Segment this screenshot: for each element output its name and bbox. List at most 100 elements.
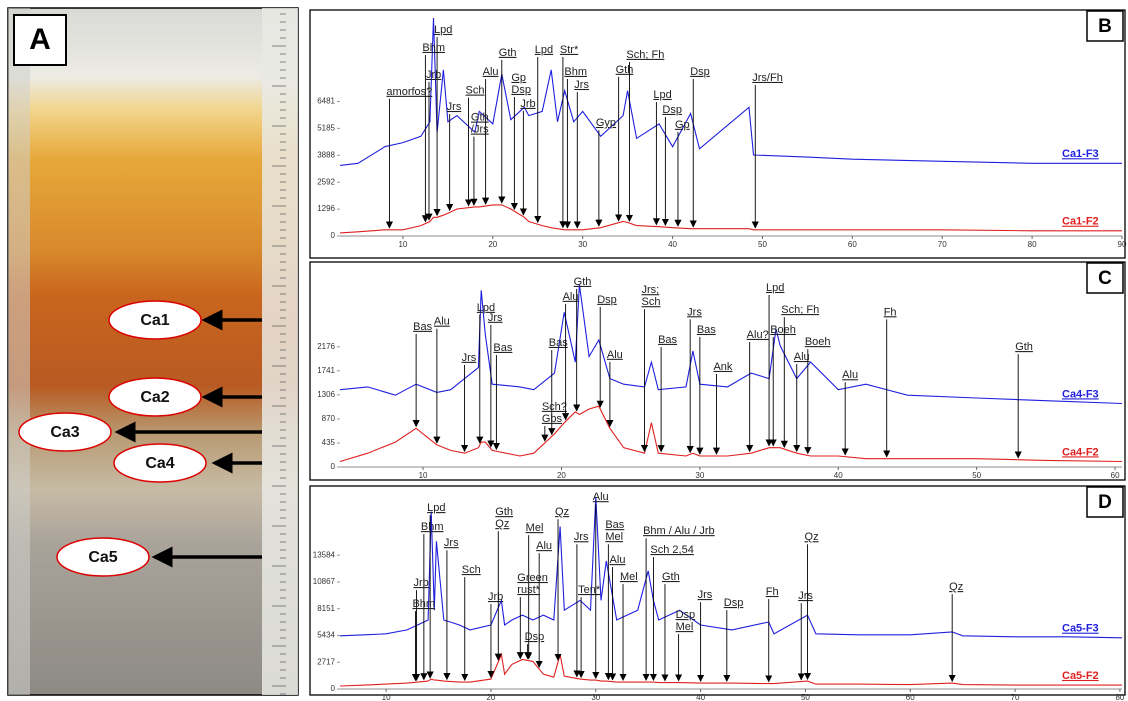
series-label: Ca5-F3 xyxy=(1062,623,1099,635)
peak-label: Jrs xyxy=(462,352,477,364)
panel-letter-box xyxy=(1086,486,1124,518)
peak-label: Alu xyxy=(536,540,552,552)
peak-label: Qz xyxy=(495,518,509,530)
y-tick-label: 1296 xyxy=(317,204,335,213)
peak-label: Jrs xyxy=(698,589,713,601)
peak-label: Sch; Fh xyxy=(626,49,664,61)
peak-label: Fh xyxy=(884,306,897,318)
peak-label: Gth xyxy=(499,47,517,59)
peak-label: Bas xyxy=(605,519,624,531)
y-tick-label: 3888 xyxy=(317,150,335,159)
panel-letter: B xyxy=(1098,16,1112,37)
peak-label: Jrs xyxy=(444,537,459,549)
peak-label: Jrs xyxy=(574,531,589,543)
peak-label: Gp xyxy=(511,72,526,84)
peak-label: Gth xyxy=(471,112,489,124)
series-line xyxy=(339,284,1123,405)
peak-label: Sch xyxy=(466,85,485,97)
peak-label: amorfos? xyxy=(386,86,432,98)
x-tick-label: 50 xyxy=(758,240,767,249)
panel-letter: C xyxy=(1098,268,1112,289)
peak-label: Str* xyxy=(560,44,579,56)
series-label: Ca4-F2 xyxy=(1062,446,1099,458)
sample-label: Ca2 xyxy=(140,389,169,406)
peak-label: Jrs xyxy=(488,312,503,324)
peak-label: Mel xyxy=(676,621,694,633)
peak-label: Mel xyxy=(526,522,544,534)
panel-letter-box xyxy=(1086,10,1124,42)
x-tick-label: 90 xyxy=(1118,240,1127,249)
x-tick-label: 20 xyxy=(488,240,497,249)
peak-label: Gth xyxy=(1015,341,1033,353)
peak-label: Gbs xyxy=(542,413,563,425)
y-tick-label: 8151 xyxy=(317,604,335,613)
y-tick-label: 13584 xyxy=(313,550,336,559)
peak-label: Lpd xyxy=(535,44,553,56)
panel-frame xyxy=(309,261,1126,481)
peak-label: Bhm xyxy=(564,66,587,78)
x-tick-label: 40 xyxy=(668,240,677,249)
peak-label: Lpd xyxy=(477,302,495,314)
sample-label: Ca1 xyxy=(140,312,169,329)
series-label: Ca1-F2 xyxy=(1062,216,1099,228)
peak-label: Dsp xyxy=(690,66,710,78)
peak-label: Sch xyxy=(641,296,660,308)
peak-label: rust* xyxy=(517,584,540,596)
peak-label: Gth xyxy=(662,571,680,583)
peak-label: Alu xyxy=(563,291,579,303)
peak-label: Jrb xyxy=(426,69,441,81)
y-tick-label: 6481 xyxy=(317,97,335,106)
peak-label: Bas xyxy=(658,334,677,346)
peak-label: Dsp xyxy=(662,104,682,116)
peak-label: Qz xyxy=(949,581,963,593)
panel-label-box xyxy=(13,14,67,66)
y-tick-label: 0 xyxy=(331,684,336,693)
peak-label: Gyp xyxy=(596,117,616,129)
peak-label: Alu xyxy=(434,316,450,328)
peak-label: Jrs; xyxy=(641,284,659,296)
peak-label: Jrs xyxy=(574,79,589,91)
x-tick-label: 50 xyxy=(801,693,810,701)
x-tick-label: 70 xyxy=(1011,693,1020,701)
chart-panel: 10 20 30 40 50 60 70 80 90 0 1296 2592 3888 5185 6481 C… xyxy=(309,9,1127,259)
peak-label: Dsp xyxy=(724,597,744,609)
sample-oval xyxy=(18,412,112,452)
peak-label: Jrs xyxy=(798,590,813,602)
peak-label: Bas xyxy=(697,324,716,336)
sample-oval xyxy=(56,537,150,577)
series-line xyxy=(339,204,1122,234)
sample-label: Ca5 xyxy=(88,549,117,566)
panel-frame xyxy=(309,485,1126,696)
peak-label: Fh xyxy=(766,586,779,598)
peak-label: Dsp xyxy=(525,631,545,643)
x-tick-label: 10 xyxy=(398,240,407,249)
peak-label: Gth xyxy=(495,506,513,518)
series-label: Ca4-F3 xyxy=(1062,388,1099,400)
sample-oval xyxy=(113,443,207,483)
peak-label: Qz xyxy=(555,506,569,518)
x-tick-label: 50 xyxy=(972,471,981,480)
series-label: Ca5-F2 xyxy=(1062,670,1099,682)
series-line xyxy=(339,17,1122,166)
peak-label: Mel xyxy=(620,571,638,583)
peak-label: Gth xyxy=(574,276,592,288)
y-tick-label: 0 xyxy=(331,231,336,240)
x-tick-label: 20 xyxy=(486,693,495,701)
panel-a: A Ca1 Ca2 Ca3 Ca4 Ca5 xyxy=(7,7,299,696)
x-tick-label: 60 xyxy=(906,693,915,701)
peak-label: Sch xyxy=(462,564,481,576)
sample-label: Ca4 xyxy=(145,455,174,472)
peak-label: Alu xyxy=(794,351,810,363)
panel-letter-box xyxy=(1086,262,1124,294)
sample-markers: Ca1 Ca2 Ca3 Ca4 Ca5 xyxy=(18,300,262,577)
sample-oval xyxy=(108,300,202,340)
chart-panel: 10 20 30 40 50 60 0 435 870 1306 1741 2176 Ca4-F3 Ca4… xyxy=(309,261,1126,481)
peak-label: Ten* xyxy=(578,584,601,596)
peak-label: Lpd xyxy=(434,24,452,36)
peak-label: Sch; Fh xyxy=(781,304,819,316)
series-line xyxy=(339,405,1123,463)
core-photo xyxy=(7,7,299,696)
x-tick-label: 60 xyxy=(1111,471,1120,480)
peak-label: Jrb xyxy=(520,98,535,110)
